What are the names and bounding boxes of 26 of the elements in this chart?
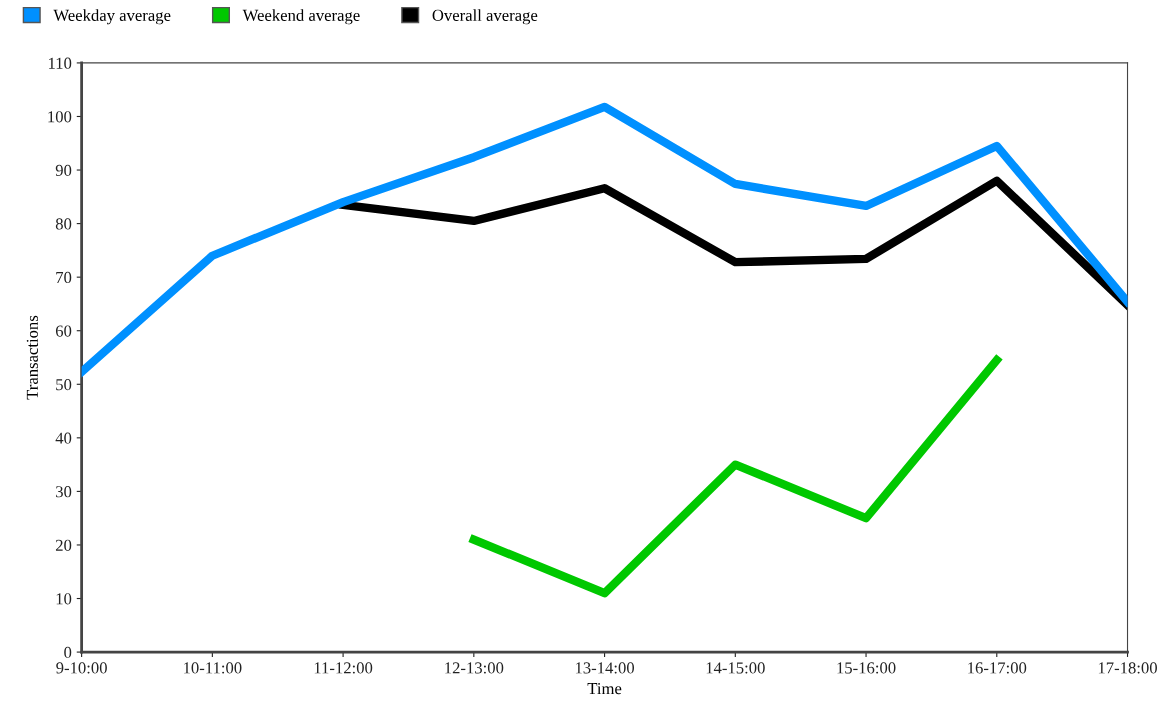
legend-label: Overall average [432,9,538,25]
legend-label: Weekday average [53,9,171,25]
x-tick-label: 14-15:00 [706,662,765,674]
y-axis-title: Transactions [26,315,38,400]
x-tick-label: 15-16:00 [837,662,896,674]
y-tick-label: 30 [56,486,72,498]
x-tick-label: 12-13:00 [445,662,504,674]
x-tick-label: 10-11:00 [184,662,242,674]
x-tick-label: 13-14:00 [575,662,635,674]
y-tick-label: 100 [48,111,72,123]
y-tick-label: 10 [56,593,72,605]
y-tick-label: 0 [64,646,72,659]
y-tick-label: 70 [56,271,72,284]
y-tick-label: 90 [55,164,72,176]
x-axis-title: Time [587,683,622,695]
y-tick-label: 110 [48,57,72,69]
x-tick-label: 17-18:00 [1098,662,1157,674]
y-tick-label: 60 [55,325,72,337]
y-tick-label: 20 [55,539,72,551]
x-tick-label: 16-17:00 [968,662,1027,674]
legend-label: Weekend average [242,9,360,25]
x-tick-label: 11-12:00 [314,662,373,674]
x-tick-label: 9-10:00 [56,662,107,674]
y-tick-label: 50 [56,378,72,391]
y-tick-label: 80 [55,218,72,230]
y-tick-label: 40 [55,432,72,444]
